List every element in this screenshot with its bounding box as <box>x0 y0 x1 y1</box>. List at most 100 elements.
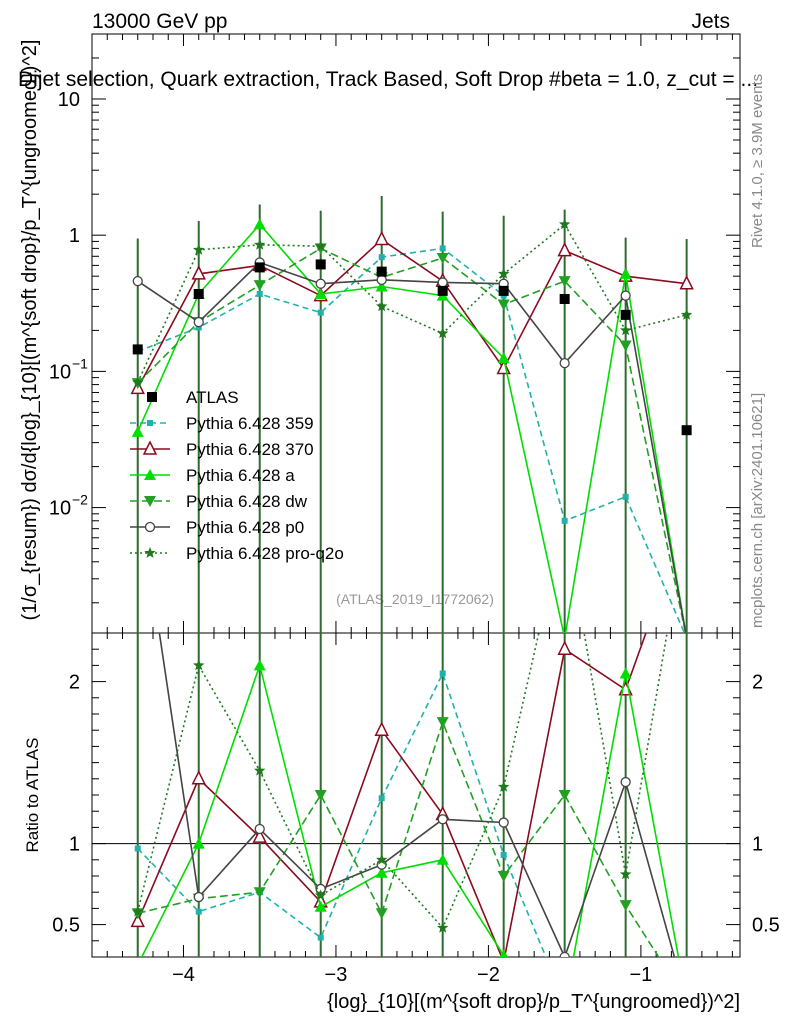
x-tick-label: −1 <box>629 964 652 986</box>
ratio-point <box>253 887 266 899</box>
ratio-point <box>315 889 327 901</box>
series-line-4 <box>137 261 687 633</box>
series-line-3 <box>137 247 687 633</box>
series-point <box>439 245 446 252</box>
ratio-point <box>314 790 327 801</box>
ratio-y-tick-label: 2 <box>69 672 80 694</box>
ratio-point <box>557 640 572 655</box>
ratio-point <box>499 949 508 957</box>
ratio-point <box>376 853 388 865</box>
ratio-point <box>619 667 632 679</box>
series-point <box>559 357 570 369</box>
ratio-point <box>620 776 631 788</box>
ratio-point <box>378 795 385 802</box>
main-y-tick-label: 10 <box>49 498 71 520</box>
data-point <box>620 309 631 320</box>
series-point <box>376 300 388 312</box>
ratio-series-group <box>130 633 680 957</box>
ratio-point <box>436 717 449 729</box>
legend-marker <box>144 469 156 480</box>
series-point <box>622 493 629 500</box>
x-tick-label: −3 <box>325 964 348 986</box>
ratio-point <box>619 900 632 912</box>
ratio-point <box>132 905 144 917</box>
ratio-point <box>193 891 204 903</box>
series-line-1 <box>136 238 687 389</box>
ratio-point <box>252 828 267 843</box>
legend-label: Pythia 6.428 p0 <box>186 518 304 537</box>
legend-label: Pythia 6.428 a <box>186 466 295 485</box>
series-point <box>314 287 327 299</box>
main-y-tick-label: 10 <box>58 89 80 111</box>
data-point <box>315 259 326 270</box>
main-y-tick-exponent: −1 <box>72 355 88 371</box>
series-point <box>131 425 144 437</box>
ratio-y-tick-label-right: 1 <box>752 834 763 856</box>
series-point <box>375 280 388 292</box>
ratio-point <box>253 659 266 671</box>
data-point <box>193 288 204 299</box>
legend-label: Pythia 6.428 dw <box>186 492 308 511</box>
main-y-tick-exponent: −2 <box>72 492 88 508</box>
data-point <box>437 285 448 296</box>
ratio-point <box>193 659 205 671</box>
legend-label: ATLAS <box>186 388 239 407</box>
ratio-line-4 <box>158 633 676 957</box>
energy-label: 13000 GeV pp <box>92 10 227 33</box>
series-point <box>374 230 389 246</box>
series-point <box>557 241 572 257</box>
series-point <box>437 277 448 288</box>
series-point <box>619 324 632 336</box>
ratio-point <box>559 951 570 957</box>
series-point <box>254 238 266 250</box>
ratio-point <box>130 912 145 928</box>
ratio-point <box>619 868 632 880</box>
legend-label: Pythia 6.428 370 <box>186 440 314 459</box>
legend-marker <box>147 420 153 426</box>
ratio-y-axis-title: Ratio to ATLAS <box>23 738 42 853</box>
series-line-2 <box>136 223 687 633</box>
legend-marker <box>147 392 157 402</box>
legend: ATLAS Pythia 6.428 359 Pythia 6.428 370 Pyt… <box>130 388 344 563</box>
ratio-point <box>375 866 388 878</box>
series-point <box>437 327 449 339</box>
rivet-label: Rivet 4.1.0, ≥ 3.9M events <box>749 74 766 248</box>
ratio-line-1 <box>136 633 647 957</box>
ratio-point <box>314 900 327 912</box>
series-point <box>132 275 143 287</box>
legend-marker <box>142 440 158 455</box>
series-point <box>620 290 631 301</box>
ratio-point <box>498 780 510 792</box>
ratio-point <box>437 814 448 825</box>
chart-title: Dijet selection, Quark extraction, Track… <box>18 68 758 91</box>
ratio-line-5 <box>136 633 668 930</box>
ratio-point <box>500 851 507 858</box>
ratio-y-tick-label: 1 <box>69 834 80 856</box>
ratio-line-2 <box>140 662 680 957</box>
x-tick-label: −4 <box>172 964 195 986</box>
series-point <box>436 252 449 264</box>
main-y-tick-label: 10 <box>49 361 71 383</box>
series-point <box>497 299 510 311</box>
mcplots-label: mcplots.cern.ch [arXiv:2401.10621] <box>749 393 766 628</box>
series-point <box>193 316 204 328</box>
series-line-5 <box>136 223 687 383</box>
main-series-group <box>130 218 694 633</box>
legend-label: Pythia 6.428 359 <box>186 414 314 433</box>
data-point <box>132 344 143 355</box>
series-point <box>561 517 568 524</box>
legend-marker <box>144 547 156 558</box>
ratio-point <box>439 670 446 677</box>
series-point <box>376 274 387 285</box>
ratio-point <box>375 908 388 920</box>
series-point <box>619 340 632 352</box>
ratio-point <box>254 823 265 835</box>
series-line-0 <box>137 247 686 633</box>
legend-label: Pythia 6.428 pro-q2o <box>186 544 344 563</box>
ratio-point <box>192 837 205 849</box>
ratio-y-tick-label-right: 0.5 <box>752 915 780 937</box>
data-point <box>559 293 570 304</box>
series-point <box>315 278 326 289</box>
series-point <box>256 290 263 297</box>
